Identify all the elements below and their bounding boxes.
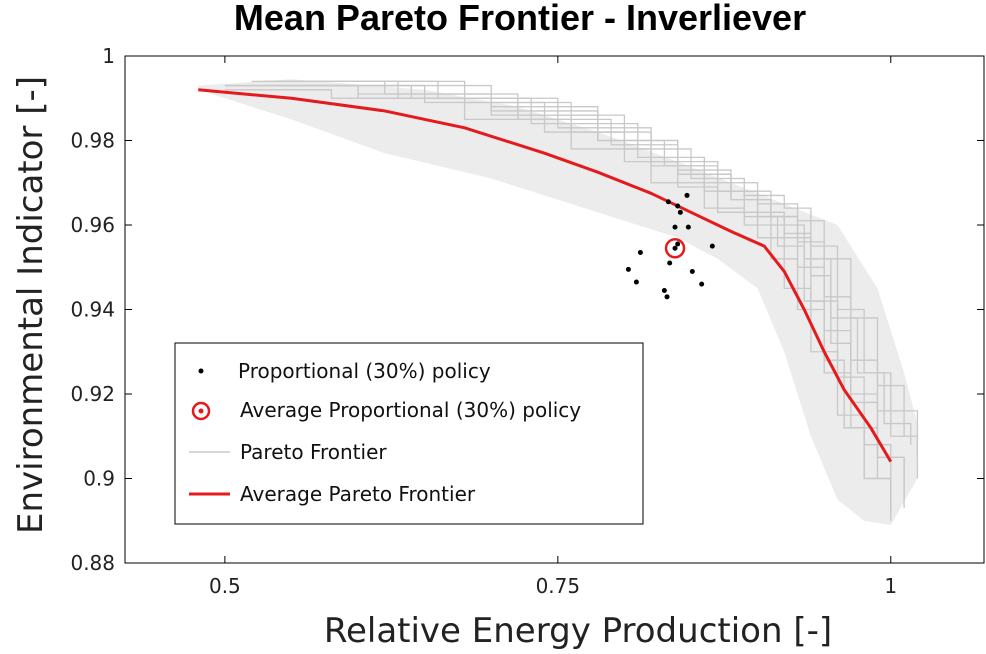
pareto-frontier-line-10: [224, 84, 892, 492]
policy-point-4: [672, 224, 678, 230]
policy-point-3: [675, 203, 681, 209]
policy-point-11: [625, 266, 631, 272]
policy-point-5: [677, 209, 683, 215]
average-pareto-frontier-line: [198, 88, 893, 463]
y-axis-label: Environmental Indicator [-]: [11, 76, 51, 534]
plot-area: [198, 79, 919, 525]
x-tick-label: 0.5: [209, 574, 241, 598]
y-tick-label: 0.96: [70, 213, 115, 237]
y-tick-label: 0.94: [70, 298, 115, 322]
policy-point-9: [675, 241, 681, 247]
legend: Proportional (30%) policy Average Propor…: [174, 342, 644, 525]
y-tick-label: 0.98: [70, 129, 115, 153]
x-tick-label: 0.75: [536, 574, 581, 598]
average-policy-marker: [664, 237, 686, 259]
x-axis-label: Relative Energy Production [-]: [324, 611, 832, 651]
policy-point-7: [637, 249, 643, 255]
policy-point-10: [709, 243, 715, 249]
policy-point-2: [684, 192, 690, 198]
y-tick-label: 0.88: [70, 551, 115, 575]
average-policy-center: [672, 245, 678, 251]
legend-marker-average-point: [191, 401, 211, 421]
axis-ticks: 0.5 0.75 1 0.88 0.9 0.92 0.94 0.96 0.98 1: [70, 44, 984, 598]
policy-point-8: [667, 260, 673, 266]
legend-marker-points: [198, 368, 204, 374]
policy-point-14: [689, 268, 695, 274]
legend-label-points: Proportional (30%) policy: [238, 359, 491, 383]
legend-label-average-point: Average Proportional (30%) policy: [240, 398, 581, 422]
policy-point-6: [685, 224, 691, 230]
legend-box: [174, 342, 644, 525]
legend-label-average-frontier: Average Pareto Frontier: [240, 482, 476, 506]
legend-marker-average-point-center: [198, 408, 204, 414]
x-tick-label: 1: [884, 574, 897, 598]
y-tick-label: 1: [102, 44, 115, 68]
policy-point-16: [664, 294, 670, 300]
policy-point-1: [665, 199, 671, 205]
legend-label-pareto: Pareto Frontier: [240, 440, 387, 464]
chart-title: Mean Pareto Frontier - Inverliever: [234, 0, 806, 38]
y-tick-label: 0.92: [70, 382, 115, 406]
y-tick-label: 0.9: [83, 467, 115, 491]
pareto-frontier-line-8: [331, 80, 892, 509]
policy-point-13: [661, 287, 667, 293]
policy-point-15: [699, 281, 705, 287]
policy-point-12: [633, 279, 639, 285]
